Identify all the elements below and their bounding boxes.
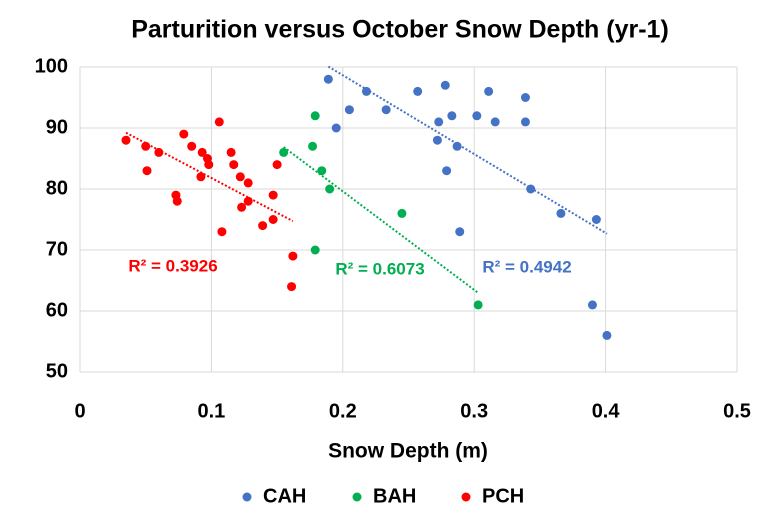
- point: [272, 160, 282, 170]
- y-tick-label: 80: [46, 177, 68, 199]
- point: [434, 117, 444, 127]
- point: [591, 215, 601, 224]
- chart-title: Parturition versus October Snow Depth (y…: [131, 16, 669, 44]
- point: [187, 141, 197, 151]
- y-tick-label: 90: [46, 116, 68, 138]
- point: [447, 111, 457, 121]
- point: [121, 135, 131, 145]
- point: [452, 141, 462, 151]
- point: [268, 190, 278, 200]
- point: [154, 147, 164, 157]
- x-tick-label: 0: [74, 400, 85, 422]
- point: [268, 215, 278, 224]
- point: [455, 227, 465, 237]
- trendline-label: R² = 0.4942: [482, 257, 571, 276]
- x-axis-label: Snow Depth (m): [328, 440, 488, 463]
- trendline: [283, 146, 479, 294]
- point: [197, 147, 207, 157]
- point: [344, 105, 354, 115]
- point: [288, 251, 298, 261]
- point: [214, 117, 224, 127]
- y-tick-label: 50: [46, 360, 68, 382]
- point: [229, 160, 239, 170]
- point: [141, 141, 151, 151]
- point: [235, 172, 245, 182]
- point: [310, 111, 320, 121]
- point: [179, 129, 189, 139]
- point: [204, 160, 214, 170]
- point: [258, 221, 268, 231]
- point: [331, 123, 341, 133]
- point: [473, 300, 483, 310]
- point: [440, 80, 450, 90]
- point: [226, 147, 236, 157]
- x-tick-label: 0.4: [592, 400, 621, 422]
- point: [526, 184, 536, 194]
- point: [323, 74, 333, 84]
- x-tick-label: 0.3: [460, 400, 488, 422]
- x-tick-label: 0.5: [723, 400, 751, 422]
- point: [361, 86, 371, 96]
- point: [287, 282, 297, 292]
- point: [397, 208, 407, 218]
- x-tick-label: 0.1: [197, 400, 225, 422]
- point: [556, 208, 566, 218]
- trendline: [125, 131, 294, 223]
- legend-marker: [461, 492, 471, 502]
- point: [310, 245, 320, 255]
- point: [442, 166, 452, 176]
- legend-label: CAH: [263, 485, 306, 507]
- point: [172, 196, 182, 206]
- point: [520, 117, 530, 127]
- point: [317, 166, 327, 176]
- point: [472, 111, 482, 121]
- point: [587, 300, 597, 310]
- y-tick-label: 60: [46, 299, 68, 321]
- point: [308, 141, 318, 151]
- point: [142, 166, 152, 176]
- x-tick-label: 0.2: [329, 400, 357, 422]
- legend-marker: [352, 492, 362, 502]
- point: [196, 172, 206, 182]
- point: [381, 105, 391, 115]
- y-tick-label: 70: [46, 238, 68, 260]
- point: [484, 86, 494, 96]
- y-tick-label: 100: [35, 55, 68, 77]
- legend-label: BAH: [373, 485, 416, 507]
- point: [602, 330, 612, 340]
- legend-marker: [242, 492, 252, 502]
- point: [279, 147, 289, 157]
- trendline-label: R² = 0.6073: [335, 259, 424, 278]
- trendline-label: R² = 0.3926: [128, 256, 217, 275]
- point: [243, 178, 253, 188]
- point: [325, 184, 335, 194]
- point: [413, 86, 423, 96]
- point: [432, 135, 442, 145]
- point: [237, 202, 247, 212]
- point: [520, 93, 530, 102]
- legend-label: PCH: [482, 485, 524, 507]
- point: [490, 117, 500, 127]
- point: [243, 196, 253, 206]
- point: [217, 227, 227, 237]
